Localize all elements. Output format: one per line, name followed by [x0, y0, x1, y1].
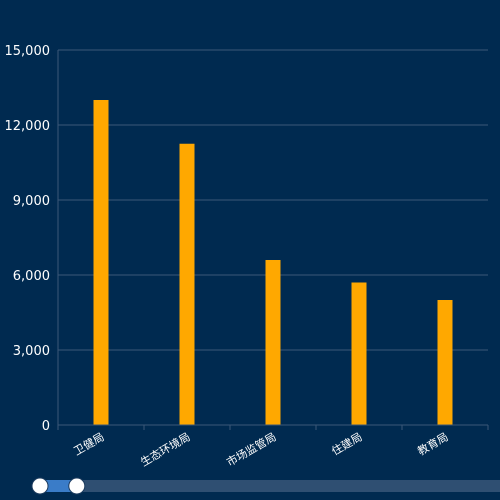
- y-axis: 0 3,000 6,000 9,000 12,000 15,000: [5, 44, 59, 434]
- y-tick-label: 9,000: [13, 194, 50, 209]
- x-axis: 卫健局 生态环境局 市场监管局 住建局 教育局: [57, 424, 489, 469]
- y-tick-label: 15,000: [5, 44, 51, 59]
- x-tick-label: 卫健局: [71, 430, 106, 458]
- bar-4[interactable]: [437, 300, 453, 425]
- y-tick-label: 0: [42, 419, 50, 434]
- bar-2[interactable]: [265, 260, 281, 425]
- x-tick-label: 住建局: [329, 429, 365, 458]
- slider-track[interactable]: [40, 480, 500, 492]
- zoom-slider[interactable]: [31, 477, 500, 495]
- bars: [93, 100, 453, 426]
- slider-start-handle[interactable]: [31, 477, 49, 495]
- y-tick-label: 6,000: [13, 269, 50, 284]
- slider-selected-range[interactable]: [40, 480, 77, 492]
- y-tick-label: 3,000: [13, 344, 50, 359]
- bar-1[interactable]: [179, 143, 195, 425]
- slider-end-handle[interactable]: [68, 477, 86, 495]
- x-tick-label: 生态环境局: [138, 429, 193, 469]
- x-tick-label: 教育局: [415, 429, 451, 458]
- bar-3[interactable]: [351, 282, 367, 426]
- y-tick-label: 12,000: [5, 119, 51, 134]
- x-tick-label: 市场监管局: [224, 429, 279, 469]
- bar-0[interactable]: [93, 100, 109, 425]
